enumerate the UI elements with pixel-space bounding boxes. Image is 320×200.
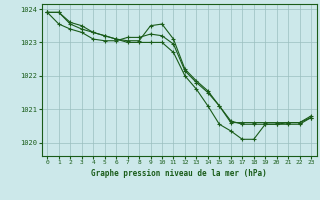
X-axis label: Graphe pression niveau de la mer (hPa): Graphe pression niveau de la mer (hPa) <box>91 169 267 178</box>
